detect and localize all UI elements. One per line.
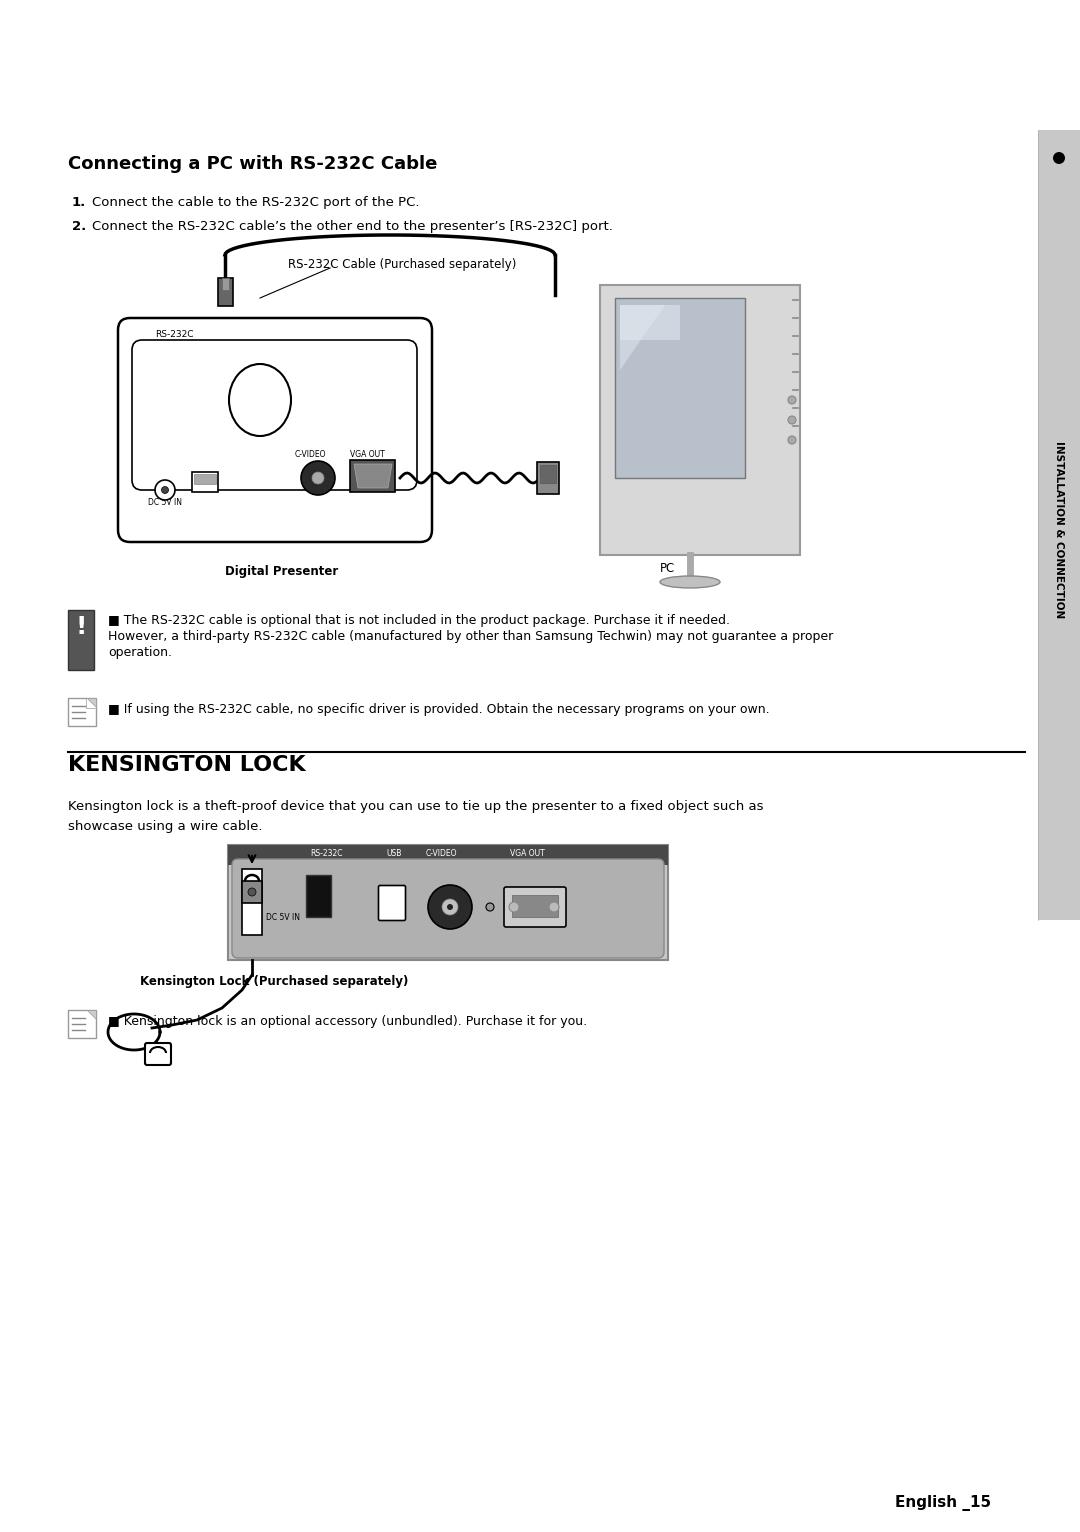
Bar bbox=[222, 277, 229, 290]
Bar bbox=[218, 277, 233, 306]
FancyBboxPatch shape bbox=[118, 319, 432, 542]
Text: ■ The RS-232C cable is optional that is not included in the product package. Pur: ■ The RS-232C cable is optional that is … bbox=[108, 614, 730, 627]
Circle shape bbox=[156, 480, 175, 499]
Circle shape bbox=[788, 395, 796, 404]
Text: VGA OUT: VGA OUT bbox=[350, 450, 384, 460]
Circle shape bbox=[447, 904, 453, 910]
Text: RS-232C: RS-232C bbox=[156, 329, 193, 339]
Polygon shape bbox=[620, 305, 680, 340]
Ellipse shape bbox=[229, 365, 291, 437]
Text: DC 5V IN: DC 5V IN bbox=[148, 498, 183, 507]
Text: Kensington Lock (Purchased separately): Kensington Lock (Purchased separately) bbox=[140, 974, 408, 988]
Text: USB: USB bbox=[386, 849, 402, 858]
Circle shape bbox=[428, 885, 472, 928]
Circle shape bbox=[312, 472, 324, 484]
Circle shape bbox=[442, 899, 458, 915]
Text: Connect the cable to the RS-232C port of the PC.: Connect the cable to the RS-232C port of… bbox=[92, 196, 419, 208]
Text: VGA OUT: VGA OUT bbox=[510, 849, 544, 858]
Text: operation.: operation. bbox=[108, 647, 172, 659]
Polygon shape bbox=[87, 1010, 96, 1019]
Text: 1.: 1. bbox=[72, 196, 86, 208]
Polygon shape bbox=[620, 305, 665, 371]
Text: !: ! bbox=[76, 614, 86, 639]
Text: C-VIDEO: C-VIDEO bbox=[295, 450, 326, 460]
Bar bbox=[537, 463, 559, 493]
Text: Digital Presenter: Digital Presenter bbox=[225, 565, 338, 578]
Circle shape bbox=[486, 902, 494, 912]
Text: showcase using a wire cable.: showcase using a wire cable. bbox=[68, 820, 262, 833]
Bar bbox=[68, 610, 94, 669]
Bar bbox=[306, 875, 330, 918]
FancyBboxPatch shape bbox=[378, 885, 405, 921]
Bar bbox=[615, 299, 745, 478]
Text: PC: PC bbox=[660, 562, 675, 574]
Text: 2.: 2. bbox=[72, 221, 86, 233]
Circle shape bbox=[509, 902, 519, 912]
Text: Kensington lock is a theft-proof device that you can use to tie up the presenter: Kensington lock is a theft-proof device … bbox=[68, 800, 764, 813]
Circle shape bbox=[301, 461, 335, 495]
Bar bbox=[242, 869, 262, 935]
Ellipse shape bbox=[660, 576, 720, 588]
Polygon shape bbox=[87, 699, 96, 706]
Circle shape bbox=[549, 902, 559, 912]
Text: Connect the RS-232C cable’s the other end to the presenter’s [RS-232C] port.: Connect the RS-232C cable’s the other en… bbox=[92, 221, 612, 233]
Text: RS-232C Cable (Purchased separately): RS-232C Cable (Purchased separately) bbox=[288, 257, 516, 271]
Circle shape bbox=[788, 437, 796, 444]
Bar bbox=[350, 460, 395, 492]
FancyBboxPatch shape bbox=[145, 1043, 171, 1065]
Circle shape bbox=[1053, 152, 1065, 164]
Bar bbox=[228, 846, 669, 866]
Polygon shape bbox=[354, 464, 392, 489]
Bar bbox=[512, 895, 558, 918]
Bar bbox=[194, 473, 216, 484]
Text: C-VIDEO: C-VIDEO bbox=[426, 849, 458, 858]
Text: ■ Kensington lock is an optional accessory (unbundled). Purchase it for you.: ■ Kensington lock is an optional accesso… bbox=[108, 1016, 588, 1028]
Circle shape bbox=[788, 417, 796, 424]
Bar bbox=[192, 472, 218, 492]
Bar bbox=[68, 1010, 96, 1039]
Text: English _15: English _15 bbox=[895, 1495, 991, 1511]
FancyBboxPatch shape bbox=[232, 859, 664, 958]
Bar bbox=[600, 285, 800, 555]
Text: INSTALLATION & CONNECTION: INSTALLATION & CONNECTION bbox=[1054, 441, 1064, 619]
Text: DC 5V IN: DC 5V IN bbox=[266, 913, 300, 922]
Bar bbox=[540, 466, 556, 483]
Circle shape bbox=[248, 889, 256, 896]
Text: However, a third-party RS-232C cable (manufactured by other than Samsung Techwin: However, a third-party RS-232C cable (ma… bbox=[108, 630, 834, 643]
Text: RS-232C: RS-232C bbox=[310, 849, 342, 858]
Bar bbox=[1038, 130, 1080, 921]
FancyBboxPatch shape bbox=[504, 887, 566, 927]
FancyBboxPatch shape bbox=[132, 340, 417, 490]
Text: Connecting a PC with RS-232C Cable: Connecting a PC with RS-232C Cable bbox=[68, 155, 437, 173]
Bar bbox=[228, 846, 669, 961]
Bar bbox=[68, 699, 96, 726]
Polygon shape bbox=[86, 699, 96, 708]
Text: ■ If using the RS-232C cable, no specific driver is provided. Obtain the necessa: ■ If using the RS-232C cable, no specifi… bbox=[108, 703, 770, 715]
Circle shape bbox=[162, 487, 168, 493]
Text: KENSINGTON LOCK: KENSINGTON LOCK bbox=[68, 755, 306, 775]
Bar bbox=[242, 881, 262, 902]
